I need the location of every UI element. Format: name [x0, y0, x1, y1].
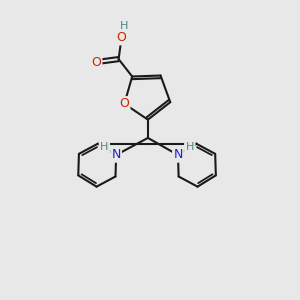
Text: H: H: [186, 142, 194, 152]
Text: O: O: [92, 56, 101, 68]
Text: H: H: [120, 20, 128, 31]
Text: O: O: [119, 97, 129, 110]
Text: O: O: [117, 32, 127, 44]
Text: H: H: [100, 142, 108, 152]
Text: H: H: [185, 143, 193, 154]
Text: N: N: [173, 148, 183, 161]
Text: H: H: [101, 143, 109, 154]
Text: N: N: [112, 148, 121, 161]
Text: N: N: [112, 148, 121, 161]
Text: N: N: [173, 148, 183, 161]
Text: O: O: [119, 97, 129, 110]
